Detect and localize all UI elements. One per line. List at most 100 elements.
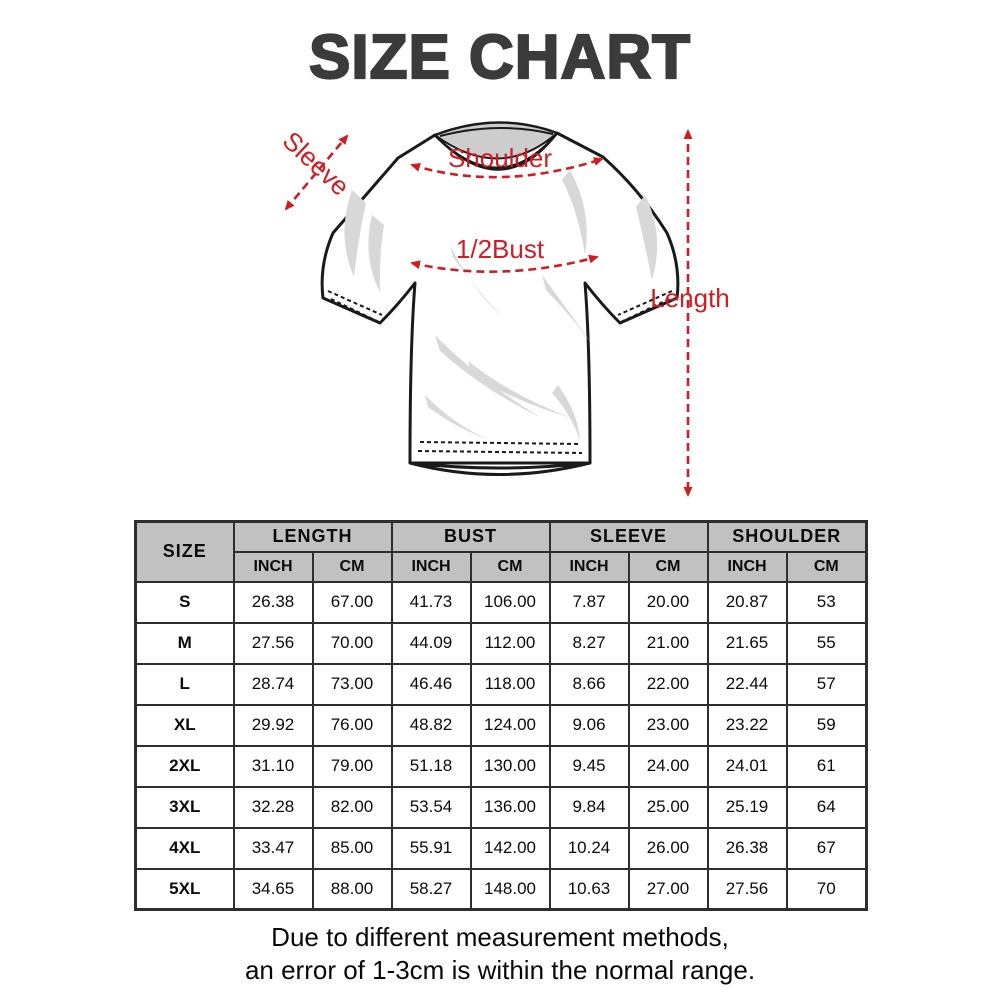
value-cell: 55.91 bbox=[390, 826, 472, 870]
size-label: S bbox=[134, 580, 235, 624]
unit-header: INCH bbox=[390, 550, 472, 583]
value-cell: 57 bbox=[785, 662, 868, 706]
value-cell: 22.00 bbox=[627, 662, 709, 706]
value-cell: 88.00 bbox=[311, 867, 393, 911]
value-cell: 22.44 bbox=[706, 662, 788, 706]
disclaimer-line-1: Due to different measurement methods, bbox=[271, 922, 729, 952]
unit-header: CM bbox=[785, 550, 868, 583]
sleeve-arrow bbox=[284, 134, 349, 211]
value-cell: 21.65 bbox=[706, 621, 788, 665]
size-label: 3XL bbox=[134, 785, 235, 829]
value-cell: 9.06 bbox=[548, 703, 630, 747]
table-row: L 28.74 73.00 46.46 118.00 8.66 22.00 22.44 57 bbox=[134, 662, 868, 706]
size-table: SIZE LENGTH BUST SLEEVE SHOULDER INCH CM… bbox=[134, 520, 869, 911]
sleeve-label: Sleeve bbox=[277, 125, 356, 201]
value-cell: 23.22 bbox=[706, 703, 788, 747]
value-cell: 7.87 bbox=[548, 580, 630, 624]
value-cell: 44.09 bbox=[390, 621, 472, 665]
value-cell: 70.00 bbox=[311, 621, 393, 665]
unit-header: INCH bbox=[706, 550, 788, 583]
size-label: 5XL bbox=[134, 867, 235, 911]
unit-header: CM bbox=[469, 550, 551, 583]
value-cell: 70 bbox=[785, 867, 868, 911]
header-size: SIZE bbox=[134, 520, 235, 583]
unit-header-row: INCH CM INCH CM INCH CM INCH CM bbox=[136, 550, 868, 583]
value-cell: 24.00 bbox=[627, 744, 709, 788]
unit-header: CM bbox=[311, 550, 393, 583]
table-row: 4XL 33.47 85.00 55.91 142.00 10.24 26.00 26.38 6… bbox=[134, 826, 868, 870]
value-cell: 53 bbox=[785, 580, 868, 624]
value-cell: 64 bbox=[785, 785, 868, 829]
value-cell: 118.00 bbox=[469, 662, 551, 706]
value-cell: 27.00 bbox=[627, 867, 709, 911]
unit-header: INCH bbox=[232, 550, 314, 583]
value-cell: 61 bbox=[785, 744, 868, 788]
value-cell: 106.00 bbox=[469, 580, 551, 624]
value-cell: 28.74 bbox=[232, 662, 314, 706]
page-title: SIZE CHART bbox=[308, 22, 691, 93]
value-cell: 29.92 bbox=[232, 703, 314, 747]
value-cell: 142.00 bbox=[469, 826, 551, 870]
hem-lip bbox=[408, 461, 592, 476]
value-cell: 24.01 bbox=[706, 744, 788, 788]
disclaimer: Due to different measurement methods, an… bbox=[0, 921, 1000, 987]
value-cell: 34.65 bbox=[232, 867, 314, 911]
hem-stitch-row2 bbox=[419, 441, 581, 445]
size-table-head: SIZE LENGTH BUST SLEEVE SHOULDER INCH CM… bbox=[134, 520, 868, 583]
size-label: 4XL bbox=[134, 826, 235, 870]
value-cell: 32.28 bbox=[232, 785, 314, 829]
unit-header: INCH bbox=[548, 550, 630, 583]
header-bust: BUST bbox=[390, 520, 551, 553]
value-cell: 33.47 bbox=[232, 826, 314, 870]
shoulder-label: Shoulder bbox=[448, 143, 552, 173]
shoulder-arrow bbox=[410, 157, 604, 179]
value-cell: 27.56 bbox=[706, 867, 788, 911]
value-cell: 124.00 bbox=[469, 703, 551, 747]
value-cell: 10.63 bbox=[548, 867, 630, 911]
table-row: 5XL 34.65 88.00 58.27 148.00 10.63 27.00 27.56 7… bbox=[134, 867, 868, 911]
value-cell: 8.27 bbox=[548, 621, 630, 665]
collar-back-band bbox=[439, 126, 554, 137]
size-label: M bbox=[134, 621, 235, 665]
value-cell: 51.18 bbox=[390, 744, 472, 788]
table-row: 3XL 32.28 82.00 53.54 136.00 9.84 25.00 25.19 64 bbox=[134, 785, 868, 829]
group-header-row: SIZE LENGTH BUST SLEEVE SHOULDER bbox=[134, 520, 868, 583]
value-cell: 23.00 bbox=[627, 703, 709, 747]
value-cell: 67 bbox=[785, 826, 868, 870]
bust-label: 1/2Bust bbox=[456, 234, 545, 264]
table-row: XL 29.92 76.00 48.82 124.00 9.06 23.00 23.22 59 bbox=[134, 703, 868, 747]
value-cell: 27.56 bbox=[232, 621, 314, 665]
value-cell: 58.27 bbox=[390, 867, 472, 911]
value-cell: 48.82 bbox=[390, 703, 472, 747]
left-cuff-stitch bbox=[327, 290, 383, 323]
value-cell: 20.87 bbox=[706, 580, 788, 624]
table-row: 2XL 31.10 79.00 51.18 130.00 9.45 24.00 24.01 61 bbox=[134, 744, 868, 788]
value-cell: 8.66 bbox=[548, 662, 630, 706]
header-length: LENGTH bbox=[232, 520, 393, 553]
size-label: XL bbox=[134, 703, 235, 747]
right-cuff-stitch bbox=[617, 290, 673, 323]
value-cell: 53.54 bbox=[390, 785, 472, 829]
bust-arrow bbox=[410, 254, 599, 273]
value-cell: 67.00 bbox=[311, 580, 393, 624]
wrinkle-shading bbox=[344, 170, 658, 441]
unit-header: CM bbox=[627, 550, 709, 583]
value-cell: 46.46 bbox=[390, 662, 472, 706]
size-label: 2XL bbox=[134, 744, 235, 788]
value-cell: 148.00 bbox=[469, 867, 551, 911]
value-cell: 10.24 bbox=[548, 826, 630, 870]
value-cell: 55 bbox=[785, 621, 868, 665]
value-cell: 26.38 bbox=[706, 826, 788, 870]
value-cell: 82.00 bbox=[311, 785, 393, 829]
value-cell: 26.00 bbox=[627, 826, 709, 870]
value-cell: 41.73 bbox=[390, 580, 472, 624]
value-cell: 85.00 bbox=[311, 826, 393, 870]
value-cell: 25.19 bbox=[706, 785, 788, 829]
size-label: L bbox=[134, 662, 235, 706]
value-cell: 21.00 bbox=[627, 621, 709, 665]
value-cell: 130.00 bbox=[469, 744, 551, 788]
value-cell: 79.00 bbox=[311, 744, 393, 788]
value-cell: 136.00 bbox=[469, 785, 551, 829]
value-cell: 73.00 bbox=[311, 662, 393, 706]
